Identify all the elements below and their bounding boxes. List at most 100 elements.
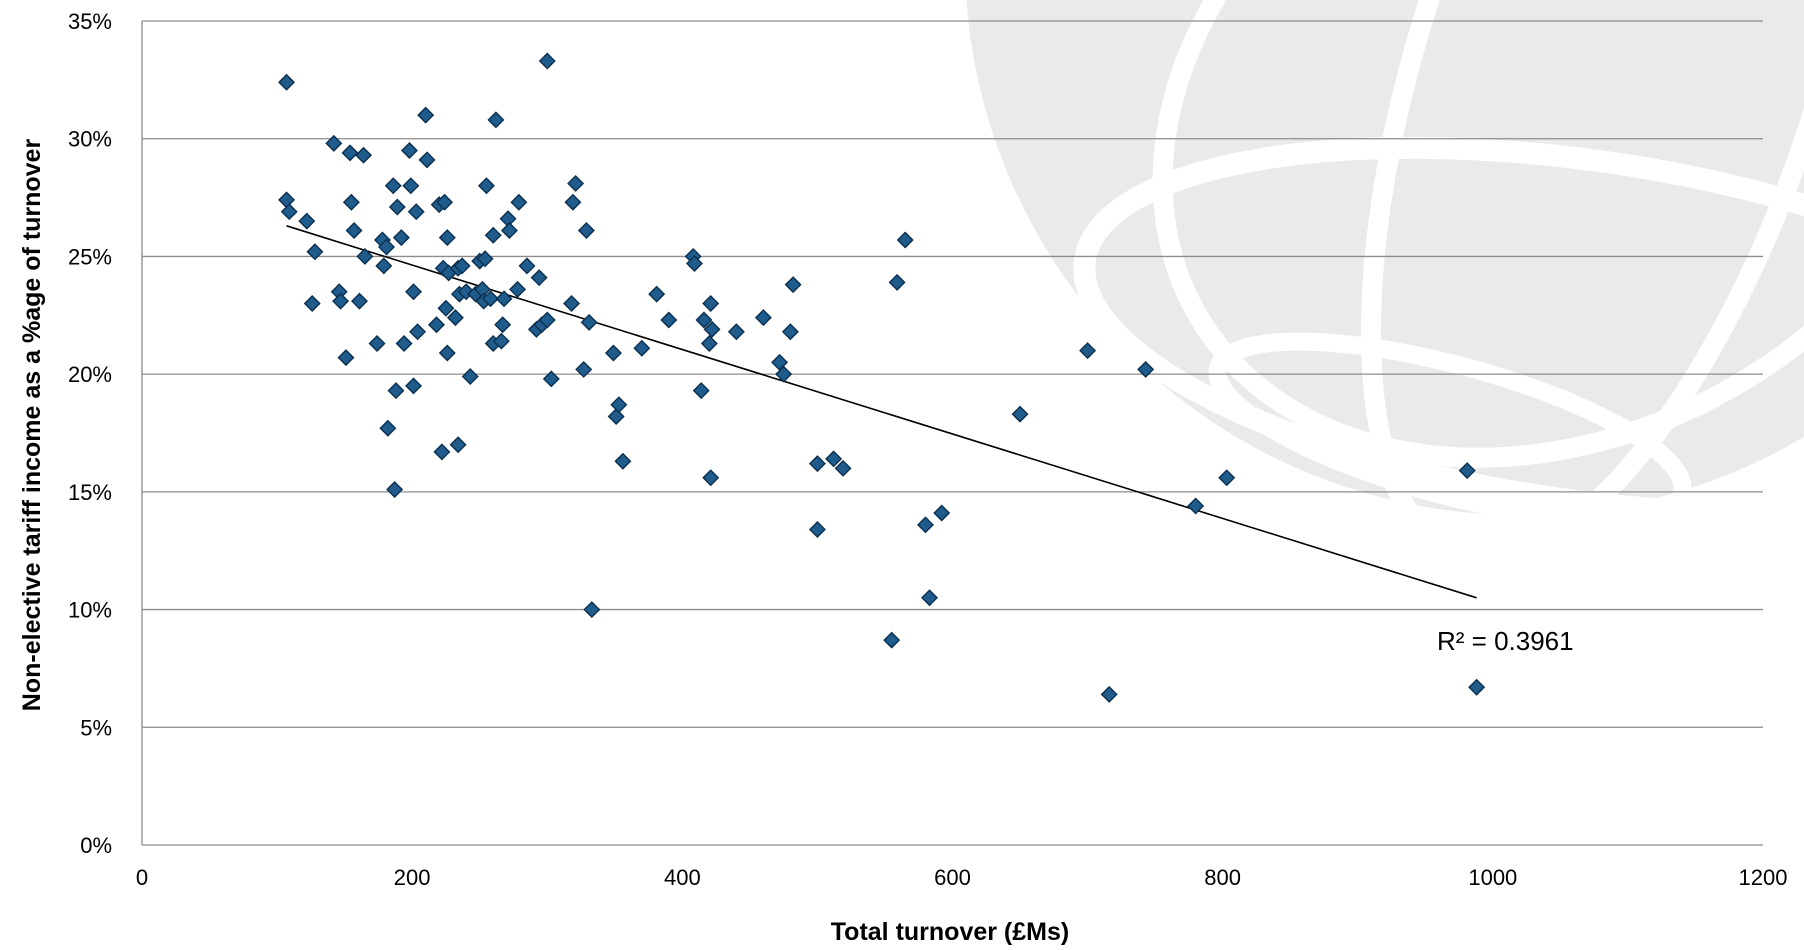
data-point bbox=[356, 247, 374, 265]
data-point bbox=[577, 222, 595, 240]
data-point bbox=[417, 106, 435, 124]
y-tick-label: 0% bbox=[80, 833, 112, 858]
data-point bbox=[494, 316, 512, 334]
data-point bbox=[509, 280, 527, 298]
x-tick-label: 0 bbox=[136, 865, 148, 890]
data-point bbox=[437, 299, 455, 317]
data-point bbox=[438, 229, 456, 247]
data-point bbox=[438, 344, 456, 362]
data-point bbox=[567, 174, 585, 192]
data-point bbox=[808, 455, 826, 473]
data-point bbox=[916, 516, 934, 534]
data-point bbox=[278, 191, 296, 209]
data-point bbox=[583, 601, 601, 619]
data-point bbox=[325, 134, 343, 152]
data-point bbox=[700, 335, 718, 353]
x-axis-title: Total turnover (£Ms) bbox=[831, 918, 1069, 946]
data-point bbox=[400, 141, 418, 159]
data-point bbox=[500, 222, 518, 240]
data-point bbox=[888, 273, 906, 291]
tick-labels: 0% 5% 10% 15% 20% 25% 30% 35% 0 200 400 600 800 1000 1… bbox=[68, 9, 1788, 890]
data-point bbox=[564, 193, 582, 211]
y-tick-label: 10% bbox=[68, 598, 112, 623]
y-tick-label: 25% bbox=[68, 244, 112, 269]
data-point bbox=[808, 521, 826, 539]
data-point bbox=[487, 111, 505, 129]
y-tick-label: 15% bbox=[68, 480, 112, 505]
data-point bbox=[446, 309, 464, 327]
data-point bbox=[1218, 469, 1236, 487]
y-tick-label: 20% bbox=[68, 362, 112, 387]
data-point bbox=[896, 231, 914, 249]
data-point bbox=[461, 368, 479, 385]
data-point bbox=[433, 443, 451, 461]
data-point bbox=[405, 283, 423, 301]
data-point bbox=[563, 295, 581, 313]
data-point bbox=[825, 450, 843, 468]
data-point bbox=[375, 257, 393, 275]
data-point bbox=[418, 151, 436, 169]
data-point bbox=[883, 631, 901, 649]
data-point bbox=[510, 193, 528, 211]
data-point bbox=[784, 276, 802, 294]
data-point bbox=[280, 203, 298, 221]
data-point bbox=[303, 295, 321, 313]
data-point bbox=[298, 212, 316, 230]
data-point bbox=[530, 269, 548, 287]
data-point bbox=[1187, 497, 1205, 515]
data-point bbox=[449, 436, 467, 454]
data-point bbox=[368, 335, 386, 353]
data-point bbox=[580, 313, 598, 331]
r-squared-label: R² = 0.3961 bbox=[1437, 626, 1574, 656]
data-point bbox=[702, 469, 720, 487]
data-point bbox=[538, 311, 556, 329]
data-point bbox=[660, 311, 678, 329]
data-point bbox=[306, 243, 324, 261]
data-point bbox=[355, 146, 373, 164]
data-point bbox=[1100, 685, 1118, 703]
data-point bbox=[607, 408, 625, 426]
data-point bbox=[453, 257, 471, 275]
data-point bbox=[436, 193, 454, 211]
data-point bbox=[1137, 360, 1155, 378]
data-point bbox=[921, 589, 939, 607]
data-point bbox=[648, 285, 666, 303]
data-point bbox=[1468, 678, 1486, 696]
data-point bbox=[395, 335, 413, 353]
data-point bbox=[341, 144, 359, 162]
data-point bbox=[610, 396, 628, 414]
y-tick-label: 5% bbox=[80, 715, 112, 740]
data-point bbox=[538, 52, 556, 70]
x-tick-label: 200 bbox=[394, 865, 431, 890]
data-point bbox=[345, 222, 363, 240]
data-point bbox=[476, 250, 494, 268]
background-globe-watermark bbox=[966, 0, 1804, 569]
data-point bbox=[1079, 342, 1097, 360]
data-point bbox=[388, 198, 406, 216]
data-point bbox=[518, 257, 536, 275]
data-point bbox=[392, 229, 410, 247]
data-point bbox=[692, 382, 710, 400]
x-tick-label: 1200 bbox=[1739, 865, 1788, 890]
data-point bbox=[727, 323, 745, 341]
data-point bbox=[387, 382, 405, 400]
axes bbox=[141, 21, 1763, 846]
y-tick-label: 35% bbox=[68, 9, 112, 34]
data-point bbox=[350, 292, 368, 310]
data-point bbox=[633, 339, 651, 357]
data-point bbox=[575, 360, 593, 378]
x-tick-label: 400 bbox=[664, 865, 701, 890]
data-point bbox=[695, 311, 713, 329]
x-tick-label: 800 bbox=[1204, 865, 1241, 890]
data-point bbox=[342, 193, 360, 211]
data-point bbox=[402, 177, 420, 195]
data-point bbox=[378, 238, 395, 256]
y-axis-title: Non-elective tariff income as a %age of … bbox=[18, 139, 46, 712]
data-point bbox=[1011, 405, 1029, 423]
data-point bbox=[332, 292, 350, 310]
data-point bbox=[703, 320, 721, 338]
data-point bbox=[775, 365, 793, 383]
data-point bbox=[542, 370, 560, 388]
data-point bbox=[386, 481, 404, 498]
